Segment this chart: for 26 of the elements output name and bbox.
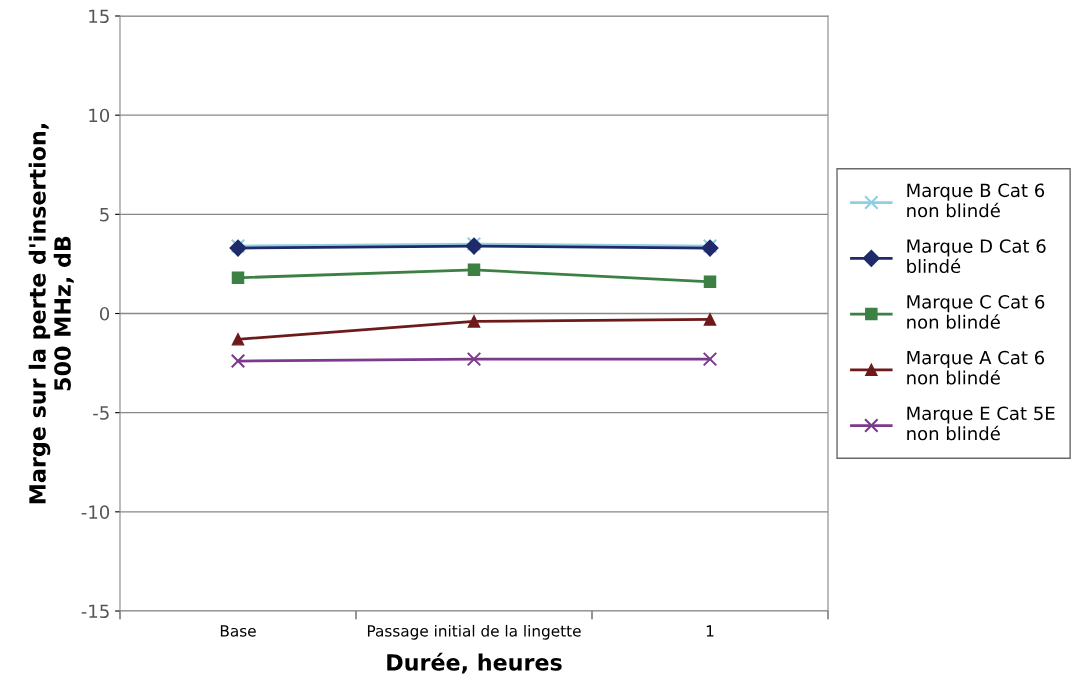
legend-label: Marque E Cat 5E non blindé [907, 406, 1055, 441]
x-tick-label: 1 [706, 625, 714, 637]
point [467, 315, 481, 328]
point [231, 271, 245, 285]
legend-label: Marque B Cat 6 non blindé [907, 183, 1045, 218]
point [703, 313, 717, 326]
y-tick-label: 15 [89, 9, 109, 24]
y-tick-label: -10 [81, 505, 110, 519]
point [467, 263, 481, 277]
point [702, 351, 718, 367]
x-axis-title: Durée, heures [387, 652, 562, 674]
point [230, 353, 246, 369]
legend-label: Marque A Cat 6 non blindé [907, 350, 1045, 385]
point [466, 351, 482, 367]
y-axis-title: Marge sur la perte d'insertion, 500 MHz, dB [28, 124, 74, 504]
point [231, 333, 245, 346]
legend-label: Marque D Cat 6 blindé [907, 239, 1046, 274]
y-tick-label: 0 [99, 306, 110, 321]
y-tick-label: -5 [93, 406, 109, 420]
point [703, 275, 717, 289]
x-tick-label: Base [220, 625, 256, 637]
y-tick-label: -15 [81, 604, 109, 619]
x-tick-label: Passage initial de la lingette [367, 624, 581, 640]
y-tick-label: 5 [100, 208, 109, 222]
legend-label: Marque C Cat 6 non blindé [907, 294, 1045, 329]
y-tick-label: 10 [89, 108, 110, 123]
